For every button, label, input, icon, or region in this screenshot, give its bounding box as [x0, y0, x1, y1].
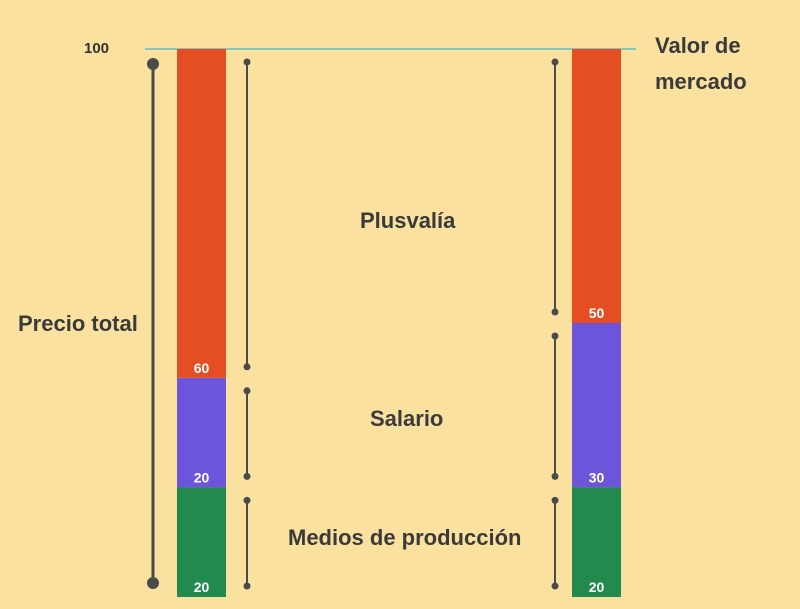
segment-label-salario: Salario [370, 406, 444, 431]
data-label-0-1: 20 [194, 469, 210, 485]
bracket-dot-bottom-0-2 [243, 363, 251, 371]
chart-marks: 20 20 60 20 30 50 [145, 48, 636, 597]
bracket-dot-top-1-0 [551, 496, 559, 504]
segment-label-medios-de-produccion: Medios de producción [288, 525, 522, 550]
bar-segment-0-0 [177, 487, 226, 597]
bracket-dot-bottom-1-2 [551, 308, 559, 316]
bracket-dot-bottom-1-0 [551, 582, 559, 590]
bar-segment-1-1 [572, 323, 621, 488]
bar-segment-1-0 [572, 487, 621, 597]
bracket-dot-top-1-1 [551, 332, 559, 340]
bracket-dot-top-0-1 [243, 387, 251, 395]
total-price-bracket-bottom-dot [147, 577, 159, 589]
data-label-1-1: 30 [589, 469, 605, 485]
data-label-1-0: 20 [589, 579, 605, 595]
bar-segment-0-2 [177, 49, 226, 378]
bar-segment-1-2 [572, 49, 621, 323]
data-label-0-2: 60 [194, 360, 210, 376]
y-max-tick-label: 100 [84, 40, 110, 57]
bracket-dot-bottom-0-0 [243, 582, 251, 590]
data-label-0-0: 20 [194, 579, 210, 595]
total-price-bracket-top-dot [147, 58, 159, 70]
category-label-precio-total: Precio total [18, 311, 138, 336]
bracket-dot-bottom-0-1 [243, 472, 251, 480]
data-label-1-2: 50 [589, 305, 605, 321]
bar-segment-0-1 [177, 377, 226, 488]
bracket-dot-top-0-0 [243, 496, 251, 504]
category-label-valor-de-mercado: Valor de mercado [655, 33, 747, 94]
bracket-dot-top-0-2 [243, 58, 251, 66]
bracket-dot-bottom-1-1 [551, 472, 559, 480]
segment-label-plusvalia: Plusvalía [360, 208, 456, 233]
bracket-dot-top-1-2 [551, 58, 559, 66]
